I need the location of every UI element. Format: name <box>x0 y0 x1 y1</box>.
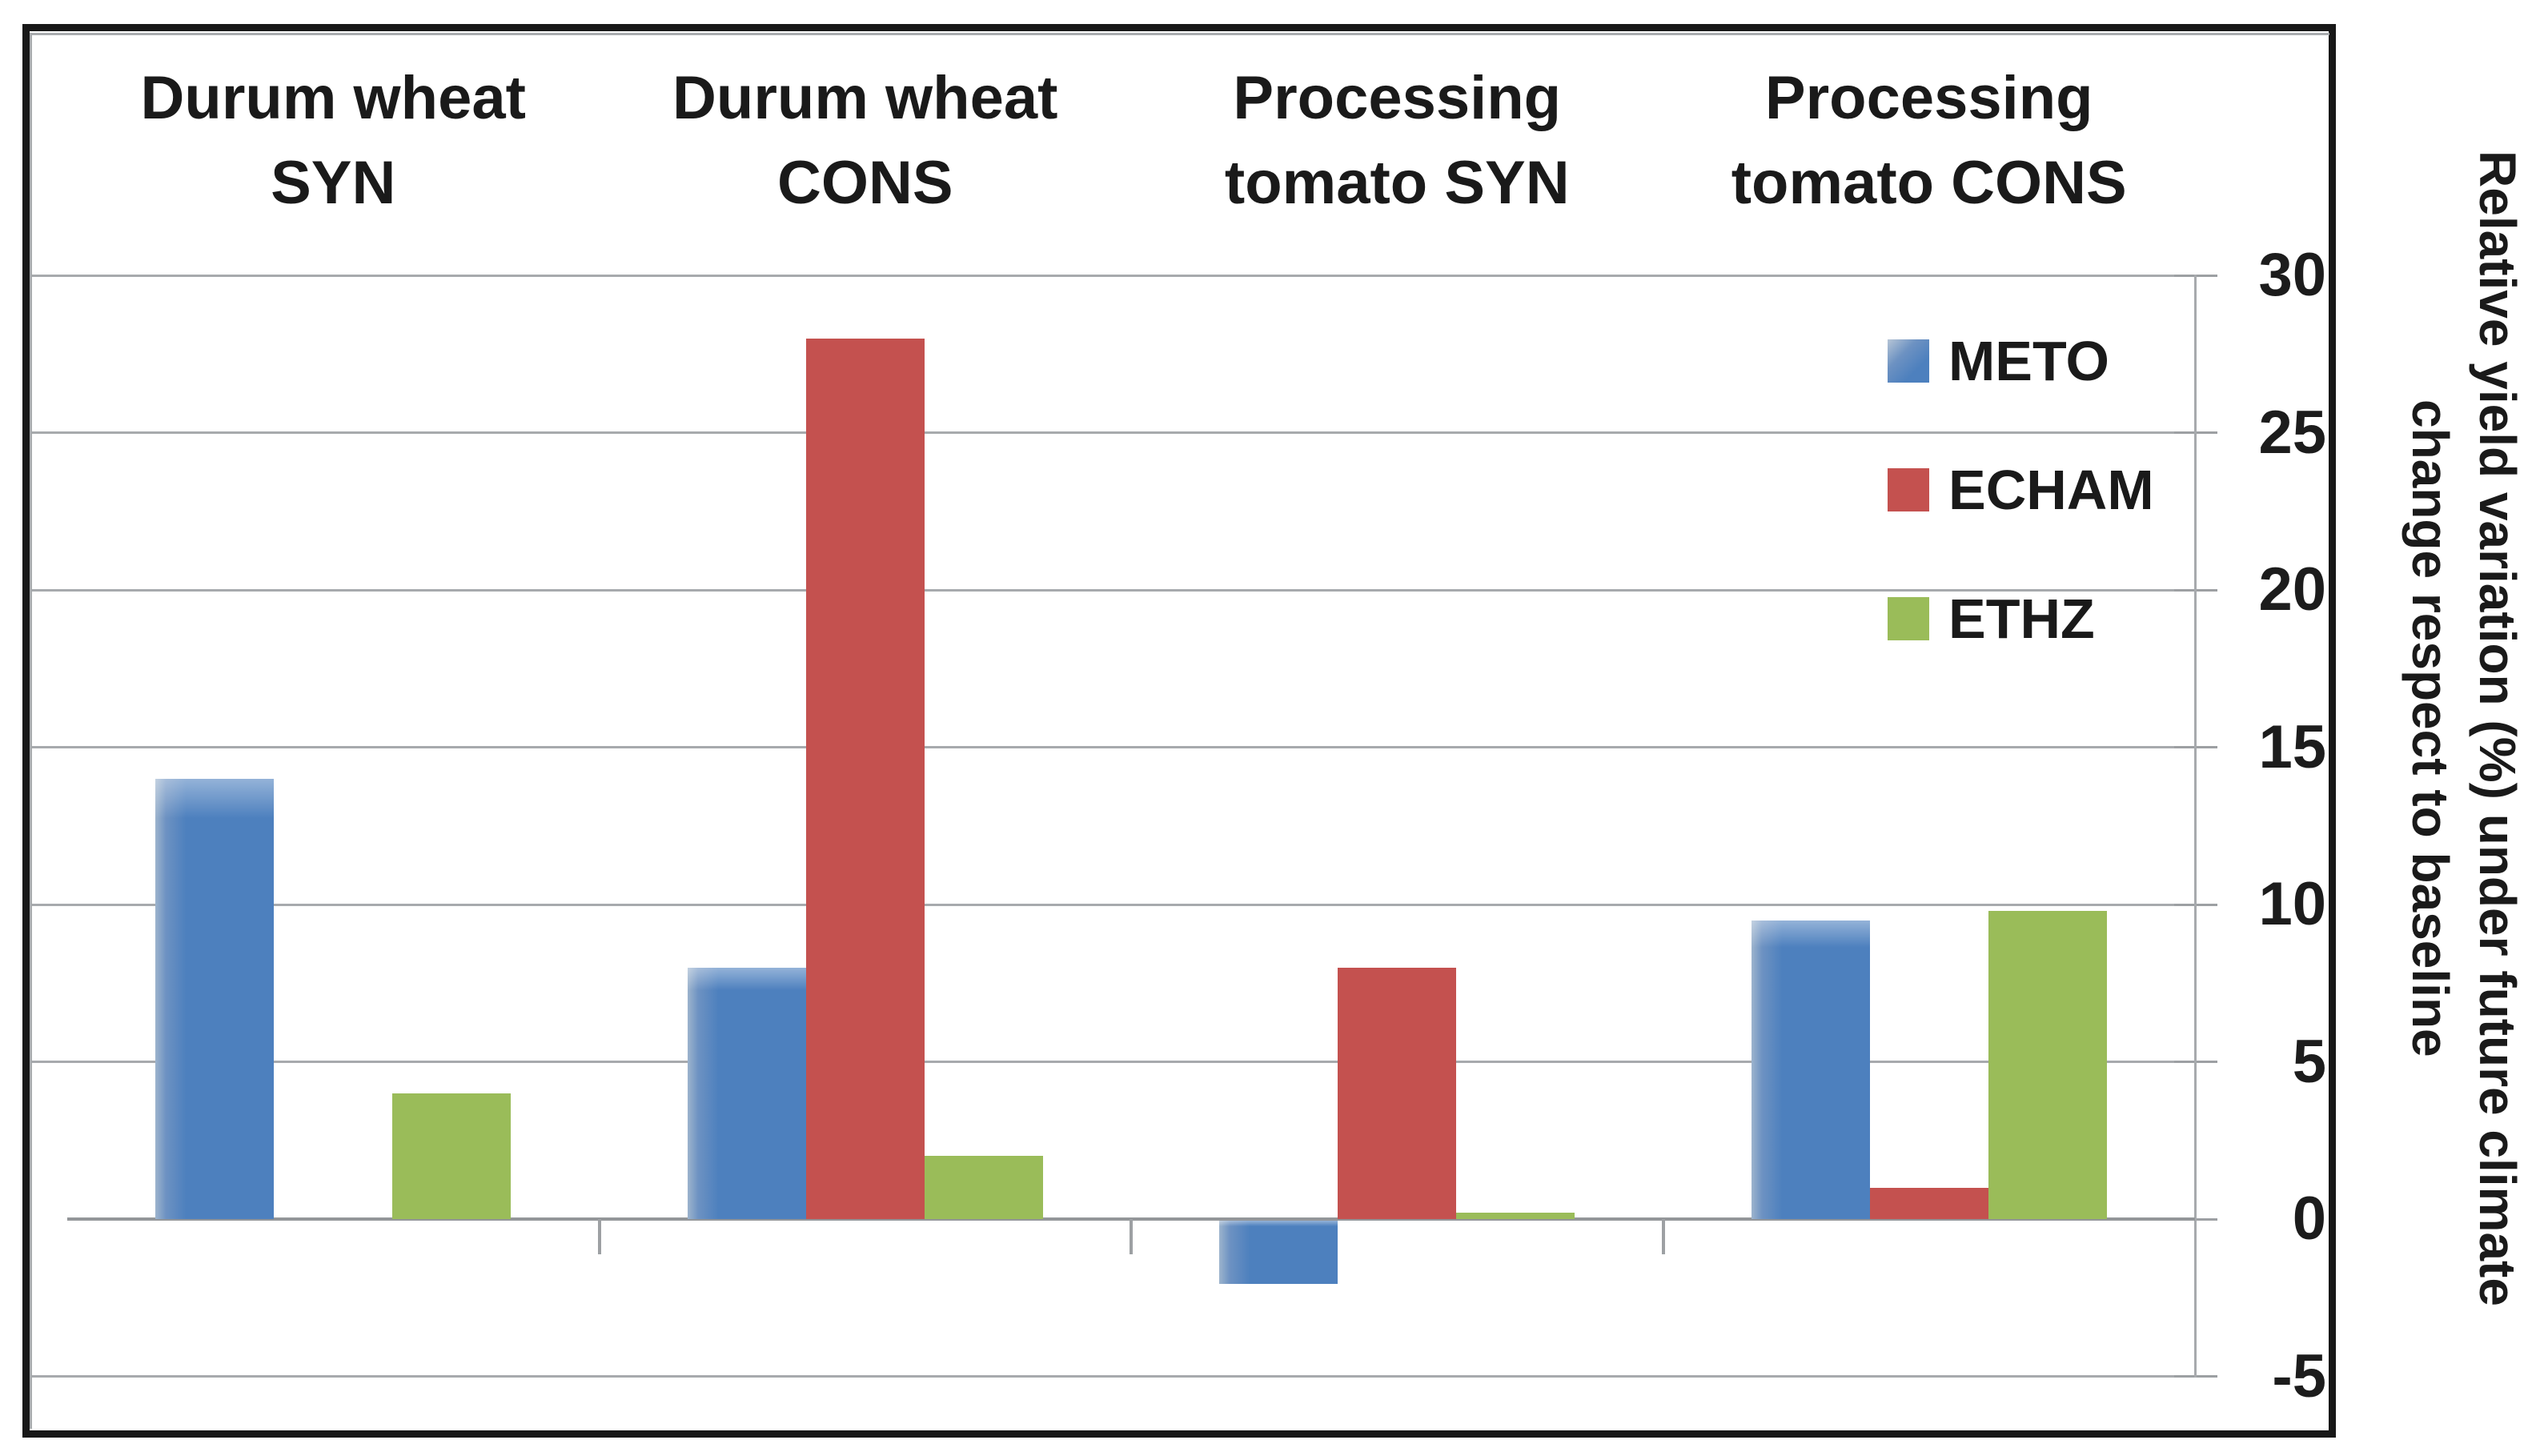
bar-echam-2 <box>1338 967 1456 1219</box>
gridline-15 <box>30 746 2195 748</box>
chart-outer-border <box>22 24 2336 1438</box>
legend-item-meto: METO <box>1888 330 2154 392</box>
gridline-30 <box>30 274 2195 277</box>
legend: METO ECHAM ETHZ <box>1888 330 2154 723</box>
gridline-20 <box>30 588 2195 592</box>
category-label-1-line-2: CONS <box>776 149 953 217</box>
legend-swatch-echam <box>1888 468 1929 511</box>
y-axis-tick-label-30: 30 <box>2258 241 2326 309</box>
legend-swatch-ethz <box>1888 597 1929 640</box>
y-axis-tick-label-5: 5 <box>2292 1027 2326 1096</box>
x-axis-boundary-tick-1 <box>597 1219 601 1254</box>
category-label-0-line-1: Durum wheat <box>140 64 526 132</box>
y-axis-tick-label-15: 15 <box>2258 712 2326 781</box>
y-axis-line <box>2194 275 2197 1378</box>
x-axis-boundary-tick-3 <box>1661 1219 1665 1254</box>
category-label-0-line-2: SYN <box>271 149 396 217</box>
chart-inner-edge-top <box>30 33 2329 35</box>
y-axis-title-line-2: change respect to baseline <box>2402 399 2459 1057</box>
bar-meto-3 <box>1751 920 1870 1219</box>
legend-label-echam: ECHAM <box>1948 459 2154 521</box>
y-axis-title-line-1: Relative yield variation (%) under futur… <box>2469 150 2526 1306</box>
bar-echam-1 <box>805 338 925 1219</box>
legend-label-ethz: ETHZ <box>1948 588 2095 650</box>
category-label-3: Processing tomato CONS <box>1673 56 2185 226</box>
category-label-3-line-1: Processing <box>1764 64 2093 132</box>
category-label-0: Durum wheat SYN <box>77 56 589 226</box>
category-label-2-line-2: tomato SYN <box>1224 149 1570 217</box>
bar-meto-1 <box>687 967 806 1219</box>
chart-inner-edge-left <box>30 33 32 1429</box>
gridline-5 <box>30 1061 2195 1063</box>
bar-ethz-1 <box>924 1156 1043 1219</box>
legend-item-ethz: ETHZ <box>1888 588 2154 650</box>
legend-item-echam: ECHAM <box>1888 459 2154 521</box>
bar-echam-3 <box>1869 1187 1988 1219</box>
gridline-25 <box>30 431 2195 434</box>
bar-meto-2 <box>1219 1221 1338 1284</box>
y-axis-tick-label-25: 25 <box>2258 398 2326 467</box>
bar-ethz-3 <box>1988 910 2107 1219</box>
gridline--5 <box>30 1375 2195 1378</box>
bar-meto-0 <box>155 778 274 1219</box>
bar-ethz-2 <box>1456 1213 1575 1219</box>
legend-swatch-meto <box>1888 339 1929 383</box>
category-label-2: Processing tomato SYN <box>1141 56 1653 226</box>
category-label-3-line-2: tomato CONS <box>1731 149 2127 217</box>
y-axis-tick-label-10: 10 <box>2258 870 2326 938</box>
y-axis-tick-label--5: -5 <box>2272 1342 2326 1410</box>
category-label-1: Durum wheat CONS <box>609 56 1122 226</box>
y-axis-tick-label-20: 20 <box>2258 556 2326 624</box>
bar-ethz-0 <box>392 1093 511 1219</box>
legend-label-meto: METO <box>1948 330 2109 392</box>
y-axis-tick-label-0: 0 <box>2292 1185 2326 1253</box>
gridline-10 <box>30 903 2195 906</box>
category-label-2-line-1: Processing <box>1233 64 1562 132</box>
x-axis-boundary-tick-2 <box>1130 1219 1133 1254</box>
category-label-1-line-1: Durum wheat <box>672 64 1058 132</box>
y-axis-title: Relative yield variation (%) under futur… <box>2358 112 2531 1345</box>
